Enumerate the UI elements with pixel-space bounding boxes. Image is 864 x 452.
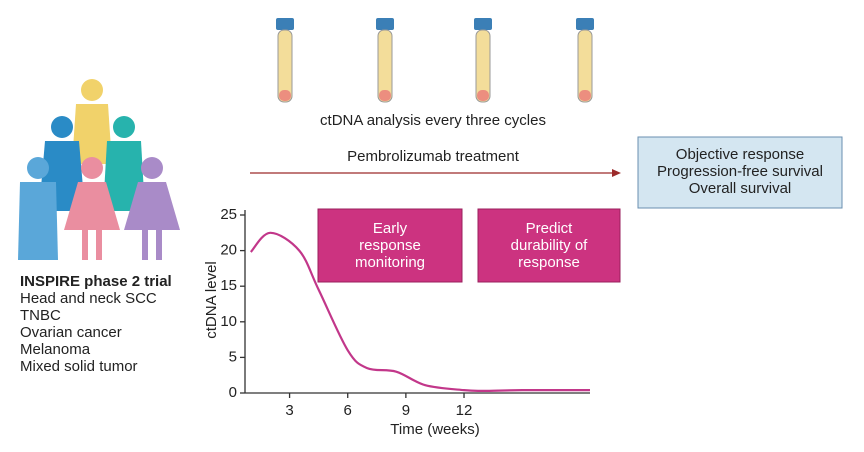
- phase-text: durability of: [511, 237, 589, 254]
- cohort: Ovarian cancer: [20, 324, 122, 341]
- outcome-box: [637, 136, 843, 209]
- analysis-label: ctDNA analysis every three cycles: [320, 112, 546, 129]
- y-tick-label: 0: [229, 384, 237, 401]
- x-tick-label: 6: [344, 402, 352, 419]
- tubes: [276, 18, 594, 103]
- phase-text: Early: [373, 220, 408, 237]
- y-tick-label: 15: [220, 277, 237, 294]
- phase-text: Predict: [526, 220, 574, 237]
- x-tick-label: 3: [285, 402, 293, 419]
- y-tick-label: 20: [220, 242, 237, 259]
- phase-text: response: [518, 254, 580, 271]
- x-tick-label: 12: [456, 402, 473, 419]
- outcome: Objective response: [676, 146, 804, 163]
- outcome: Overall survival: [689, 180, 792, 197]
- phase-text: monitoring: [355, 254, 425, 271]
- y-tick-label: 5: [229, 348, 237, 365]
- plot: 0 5 10 15 20 25 3 6 9 12: [220, 206, 591, 419]
- x-axis-label: Time (weeks): [390, 421, 479, 438]
- cohort: Melanoma: [20, 341, 91, 358]
- trial-title: INSPIRE phase 2 trial: [20, 273, 172, 290]
- y-tick-label: 25: [220, 206, 237, 223]
- phase-box: [317, 208, 463, 283]
- ctdna-line: [249, 231, 591, 392]
- outcome: Progression-free survival: [657, 163, 823, 180]
- cohort: Head and neck SCC: [20, 290, 157, 307]
- cohort: TNBC: [20, 307, 61, 324]
- cohort: Mixed solid tumor: [20, 358, 138, 375]
- x-tick-label: 9: [402, 402, 410, 419]
- phase-text: response: [359, 237, 421, 254]
- arrow-head: [612, 169, 621, 177]
- y-axis-label: ctDNA level: [203, 261, 220, 339]
- patients-icon: [18, 79, 180, 260]
- phase-box: [477, 208, 621, 283]
- treatment-label: Pembrolizumab treatment: [347, 148, 520, 165]
- y-tick-label: 10: [220, 313, 237, 330]
